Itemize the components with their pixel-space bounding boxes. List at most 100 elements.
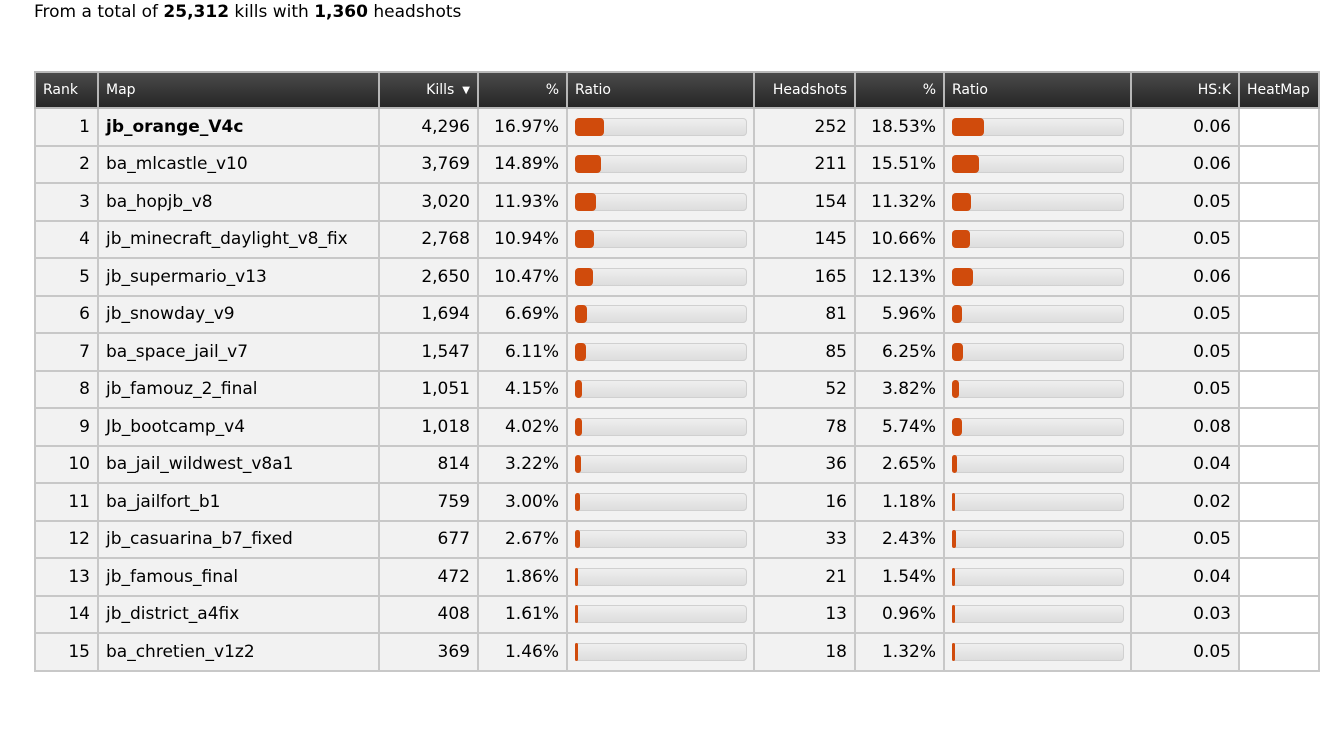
column-header-headshots[interactable]: Headshots (753, 71, 856, 109)
kills-cell: 3,769 (378, 144, 479, 184)
kills-ratio-cell (566, 294, 755, 334)
kills-cell: 1,018 (378, 407, 479, 447)
kills-cell: 1,051 (378, 369, 479, 409)
kills-summary: From a total of 25,312 kills with 1,360 … (34, 1, 461, 23)
ratio-bar-track (952, 117, 1124, 136)
ratio-bar-track (575, 605, 747, 624)
table-row: 8 jb_famouz_2_final 1,051 4.15% 52 3.82% 0.05 (34, 369, 1320, 409)
table-header-row: Rank Map Kills ▼ % Ratio Headshots % Rati… (34, 71, 1320, 109)
headshots-percent-cell: 12.13% (854, 257, 945, 297)
map-name-link[interactable]: jb_supermario_v13 (97, 257, 380, 297)
ratio-bar-fill (952, 605, 955, 624)
ratio-bar-track (952, 417, 1124, 436)
column-header-headshots-ratio[interactable]: Ratio (943, 71, 1132, 109)
column-header-kills[interactable]: Kills ▼ (378, 71, 479, 109)
headshots-cell: 145 (753, 219, 856, 259)
ratio-bar-fill (575, 642, 578, 661)
headshots-percent-cell: 15.51% (854, 144, 945, 184)
map-name-link[interactable]: ba_chretien_v1z2 (97, 632, 380, 672)
hs-k-cell: 0.05 (1130, 332, 1240, 372)
headshots-cell: 33 (753, 519, 856, 559)
heatmap-cell (1238, 219, 1320, 259)
ratio-bar-fill (575, 230, 594, 249)
map-name-link[interactable]: ba_mlcastle_v10 (97, 144, 380, 184)
ratio-bar-track (952, 642, 1124, 661)
hs-k-cell: 0.05 (1130, 219, 1240, 259)
ratio-bar-track (952, 155, 1124, 174)
ratio-bar-track (575, 642, 747, 661)
map-name-link[interactable]: jb_snowday_v9 (97, 294, 380, 334)
hs-k-cell: 0.06 (1130, 107, 1240, 147)
rank-cell: 2 (34, 144, 99, 184)
map-name-link[interactable]: Jb_bootcamp_v4 (97, 407, 380, 447)
ratio-bar-fill (575, 417, 582, 436)
map-name-link[interactable]: ba_hopjb_v8 (97, 182, 380, 222)
kills-ratio-cell (566, 182, 755, 222)
map-name-link[interactable]: jb_famouz_2_final (97, 369, 380, 409)
column-header-kills-percent[interactable]: % (477, 71, 568, 109)
column-header-rank[interactable]: Rank (34, 71, 99, 109)
ratio-bar-fill (952, 642, 955, 661)
ratio-bar-track (575, 155, 747, 174)
headshots-ratio-cell (943, 519, 1132, 559)
headshots-ratio-cell (943, 219, 1132, 259)
ratio-bar-fill (952, 230, 971, 249)
kills-ratio-cell (566, 332, 755, 372)
headshots-ratio-cell (943, 594, 1132, 634)
ratio-bar-track (952, 342, 1124, 361)
ratio-bar-fill (952, 417, 962, 436)
map-name-link[interactable]: jb_famous_final (97, 557, 380, 597)
column-header-heatmap[interactable]: HeatMap (1238, 71, 1320, 109)
ratio-bar-track (575, 117, 747, 136)
heatmap-cell (1238, 519, 1320, 559)
headshots-ratio-cell (943, 294, 1132, 334)
rank-cell: 8 (34, 369, 99, 409)
kills-percent-cell: 2.67% (477, 519, 568, 559)
rank-cell: 15 (34, 632, 99, 672)
column-header-hs-k[interactable]: HS:K (1130, 71, 1240, 109)
hs-k-cell: 0.02 (1130, 482, 1240, 522)
ratio-bar-fill (575, 605, 578, 624)
map-name-link[interactable]: jb_casuarina_b7_fixed (97, 519, 380, 559)
ratio-bar-fill (952, 455, 957, 474)
column-header-headshots-percent[interactable]: % (854, 71, 945, 109)
map-name-link[interactable]: ba_space_jail_v7 (97, 332, 380, 372)
headshots-percent-cell: 18.53% (854, 107, 945, 147)
heatmap-cell (1238, 594, 1320, 634)
ratio-bar-track (575, 305, 747, 324)
ratio-bar-fill (575, 530, 580, 549)
headshots-percent-cell: 6.25% (854, 332, 945, 372)
ratio-bar-fill (952, 305, 963, 324)
hs-k-cell: 0.05 (1130, 632, 1240, 672)
headshots-percent-cell: 5.96% (854, 294, 945, 334)
headshots-cell: 78 (753, 407, 856, 447)
headshots-percent-cell: 2.65% (854, 444, 945, 484)
kills-ratio-cell (566, 257, 755, 297)
kills-percent-cell: 3.00% (477, 482, 568, 522)
hs-k-cell: 0.05 (1130, 369, 1240, 409)
ratio-bar-track (575, 230, 747, 249)
kills-percent-cell: 6.69% (477, 294, 568, 334)
kills-ratio-cell (566, 594, 755, 634)
headshots-cell: 36 (753, 444, 856, 484)
ratio-bar-track (952, 380, 1124, 399)
kills-percent-cell: 1.61% (477, 594, 568, 634)
table-row: 12 jb_casuarina_b7_fixed 677 2.67% 33 2.43% 0.… (34, 519, 1320, 559)
ratio-bar-track (952, 530, 1124, 549)
map-name-link[interactable]: jb_orange_V4c (97, 107, 380, 147)
map-name-link[interactable]: jb_district_a4fix (97, 594, 380, 634)
kills-percent-cell: 16.97% (477, 107, 568, 147)
summary-middle: kills with (229, 2, 315, 22)
kills-cell: 4,296 (378, 107, 479, 147)
column-header-map[interactable]: Map (97, 71, 380, 109)
headshots-percent-cell: 1.54% (854, 557, 945, 597)
ratio-bar-track (575, 567, 747, 586)
map-name-link[interactable]: jb_minecraft_daylight_v8_fix (97, 219, 380, 259)
column-header-kills-ratio[interactable]: Ratio (566, 71, 755, 109)
headshots-ratio-cell (943, 407, 1132, 447)
ratio-bar-fill (575, 267, 593, 286)
table-row: 3 ba_hopjb_v8 3,020 11.93% 154 11.32% 0.05 (34, 182, 1320, 222)
map-name-link[interactable]: ba_jail_wildwest_v8a1 (97, 444, 380, 484)
ratio-bar-track (952, 305, 1124, 324)
map-name-link[interactable]: ba_jailfort_b1 (97, 482, 380, 522)
